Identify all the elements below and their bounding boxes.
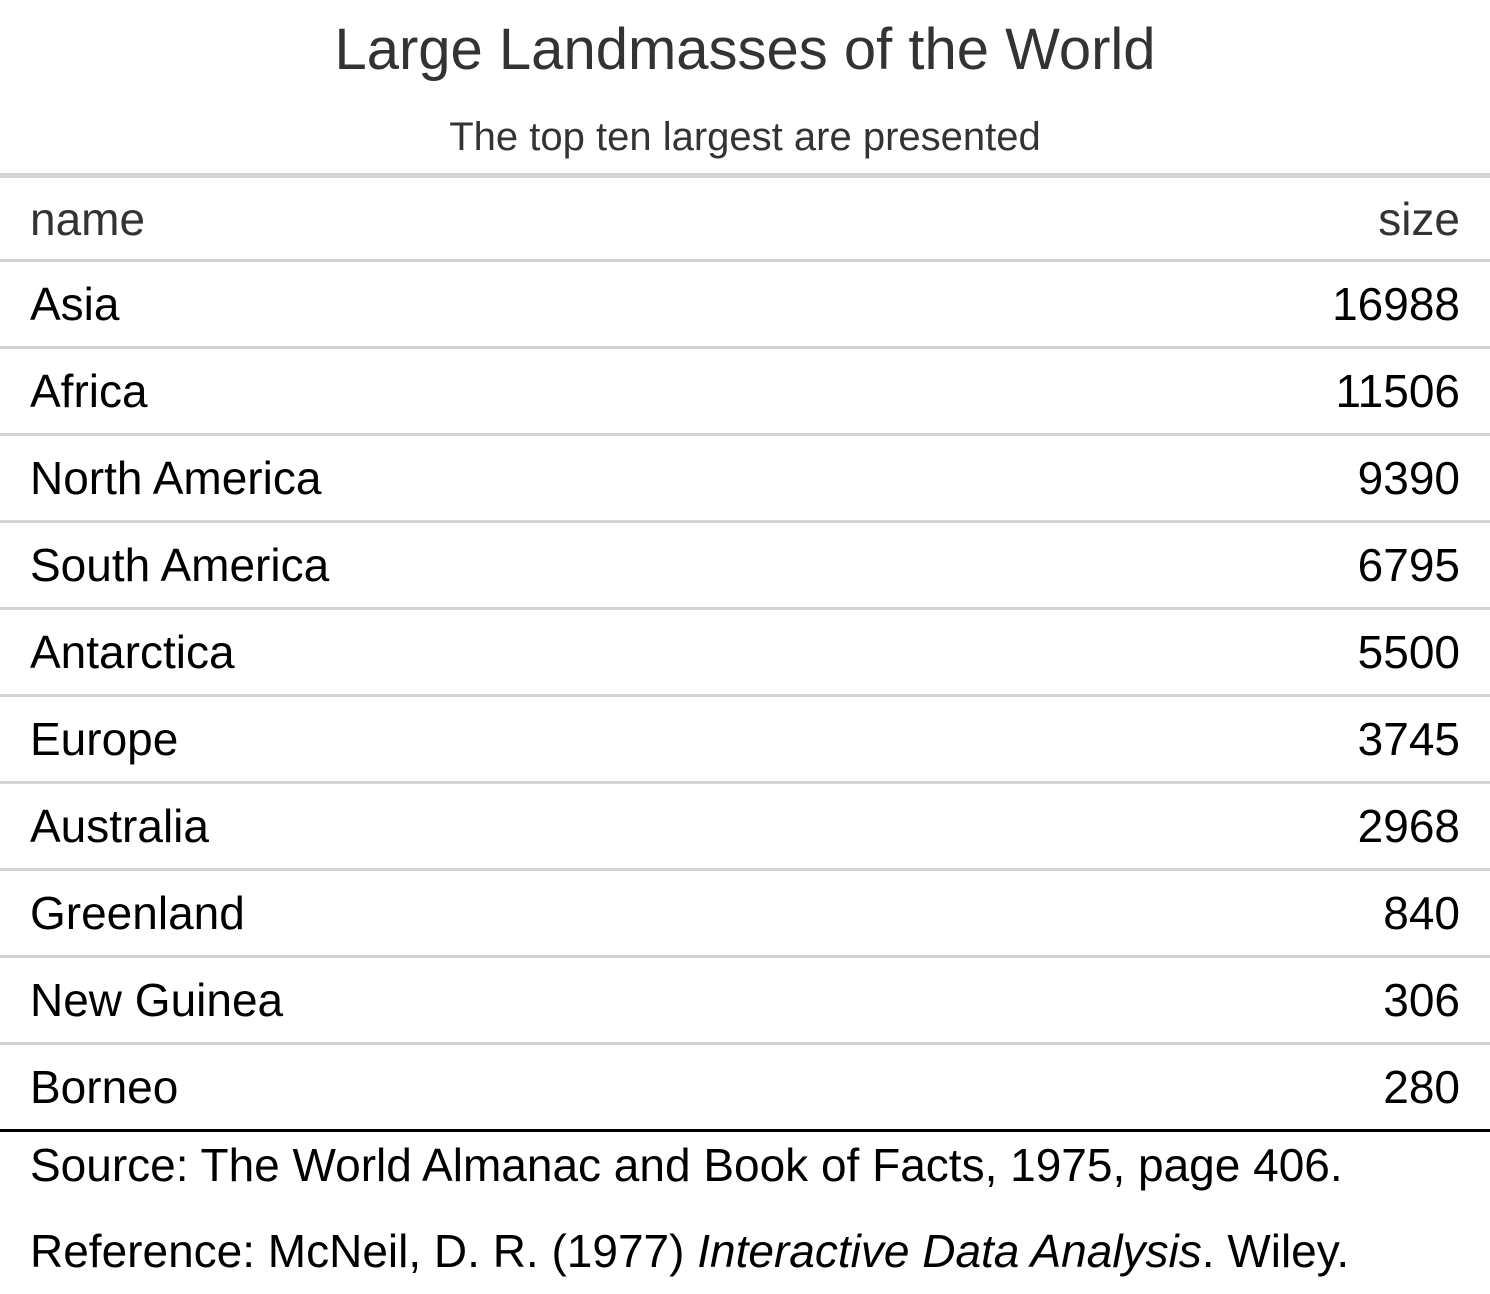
- cell-name: Antarctica: [30, 626, 235, 678]
- cell-size: 5500: [1357, 626, 1460, 678]
- table-row: Africa 11506: [0, 349, 1490, 436]
- cell-name: Europe: [30, 713, 179, 765]
- reference-book-title: Interactive Data Analysis: [697, 1225, 1202, 1277]
- table-row: New Guinea 306: [0, 958, 1490, 1045]
- table-row: Greenland 840: [0, 871, 1490, 958]
- table-subtitle: The top ten largest are presented: [449, 115, 1041, 159]
- cell-name: North America: [30, 452, 322, 504]
- cell-size: 280: [1383, 1061, 1460, 1113]
- cell-size: 6795: [1357, 539, 1460, 591]
- cell-size: 3745: [1357, 713, 1460, 765]
- cell-name: New Guinea: [30, 974, 284, 1026]
- table-body: Asia 16988 Africa 11506 North America 9390 Sou…: [0, 262, 1490, 1132]
- cell-size: 306: [1383, 974, 1460, 1026]
- source-note: Source: The World Almanac and Book of Fa…: [30, 1139, 1343, 1191]
- cell-name: Borneo: [30, 1061, 179, 1113]
- table-row: Australia 2968: [0, 784, 1490, 871]
- table-row: Antarctica 5500: [0, 610, 1490, 697]
- cell-name: South America: [30, 539, 330, 591]
- table-title: Large Landmasses of the World: [334, 17, 1156, 82]
- table-row: Europe 3745: [0, 697, 1490, 784]
- cell-size: 9390: [1357, 452, 1460, 504]
- table-row: South America 6795: [0, 523, 1490, 610]
- landmass-table: name size Asia 16988 Africa 11506 North Amer…: [0, 173, 1490, 1132]
- cell-size: 2968: [1357, 800, 1460, 852]
- reference-prefix: Reference: McNeil, D. R. (1977): [30, 1225, 698, 1277]
- table-header-row: name size: [0, 178, 1490, 262]
- reference-note: Reference: McNeil, D. R. (1977) Interact…: [30, 1208, 1349, 1294]
- cell-name: Australia: [30, 800, 209, 852]
- cell-size: 16988: [1332, 278, 1460, 330]
- reference-suffix: . Wiley.: [1201, 1225, 1350, 1277]
- table-row: North America 9390: [0, 436, 1490, 523]
- column-header-size: size: [1378, 192, 1460, 245]
- cell-size: 840: [1383, 887, 1460, 939]
- source-notes: Source: The World Almanac and Book of Fa…: [30, 1122, 1349, 1294]
- cell-name: Africa: [30, 365, 148, 417]
- cell-size: 11506: [1335, 365, 1460, 417]
- table-row: Asia 16988: [0, 262, 1490, 349]
- cell-name: Asia: [30, 278, 120, 330]
- table-row: Borneo 280: [0, 1045, 1490, 1132]
- column-header-name: name: [30, 192, 146, 245]
- cell-name: Greenland: [30, 887, 245, 939]
